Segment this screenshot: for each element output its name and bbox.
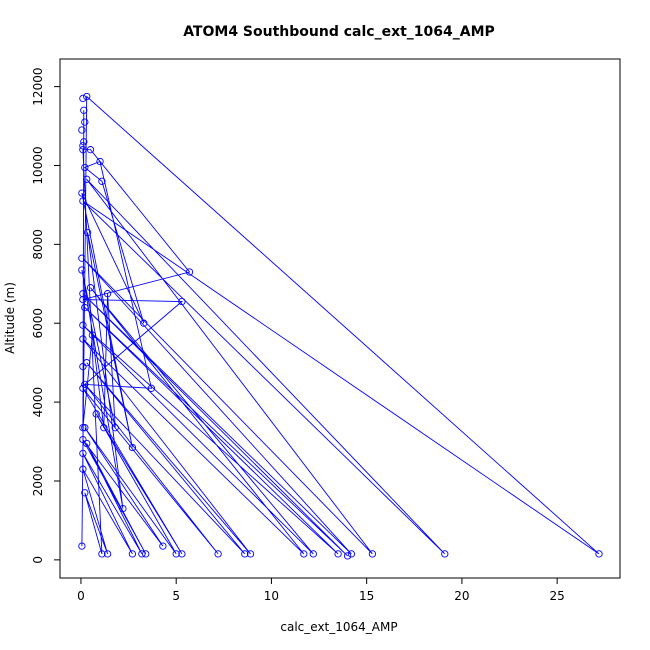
data-point — [88, 331, 97, 339]
x-tick-label: 25 — [550, 589, 565, 603]
data-point — [111, 424, 119, 432]
data-point — [103, 550, 112, 558]
data-point — [86, 284, 95, 292]
data-point — [79, 142, 87, 150]
data-point — [79, 321, 87, 329]
y-tick-label: 12000 — [31, 68, 45, 106]
data-point — [300, 550, 308, 558]
data-point — [83, 228, 92, 237]
x-tick-label: 0 — [77, 589, 85, 603]
data-point — [79, 290, 87, 298]
data-point — [98, 177, 106, 185]
data-point — [138, 550, 146, 558]
data-point — [343, 552, 352, 560]
data-point — [178, 550, 186, 558]
data-point — [172, 550, 180, 558]
plot-area — [59, 58, 621, 579]
data-point — [78, 126, 86, 134]
data-point — [128, 443, 137, 452]
chart-title: ATOM4 Southbound calc_ext_1064_AMP — [183, 24, 495, 40]
data-point — [83, 175, 91, 183]
data-point — [368, 550, 377, 558]
data-point — [96, 157, 104, 166]
data-point — [79, 146, 87, 154]
data-point — [78, 266, 86, 274]
data-point — [81, 489, 89, 497]
data-point — [147, 384, 156, 392]
x-axis-label: calc_ext_1064_AMP — [280, 620, 397, 634]
data-point — [309, 550, 317, 558]
x-tick-label: 10 — [264, 589, 279, 603]
data-point — [79, 435, 87, 444]
data-point — [103, 290, 112, 298]
data-point — [347, 550, 356, 558]
data-point — [80, 138, 88, 146]
y-tick-label: 4000 — [31, 387, 45, 418]
data-point — [98, 550, 106, 558]
x-tick-label: 5 — [172, 589, 180, 603]
data-point — [81, 163, 89, 172]
data-point — [79, 424, 87, 432]
y-tick-label: 6000 — [31, 308, 45, 339]
y-tick-label: 2000 — [31, 466, 45, 497]
data-point — [241, 550, 249, 558]
data-point — [81, 303, 89, 312]
data-point — [246, 550, 255, 558]
data-point — [78, 542, 86, 550]
data-point — [92, 410, 100, 418]
x-tick-label: 15 — [359, 589, 374, 603]
data-point — [79, 335, 87, 343]
data-point — [79, 384, 87, 392]
data-point — [83, 439, 91, 448]
data-point — [185, 268, 194, 276]
data-point — [119, 504, 127, 513]
data-point — [178, 297, 186, 306]
y-axis-label: Altitude (m) — [3, 282, 17, 354]
data-point — [81, 118, 89, 126]
data-point — [142, 550, 150, 558]
data-layer — [78, 92, 603, 560]
data-point — [83, 92, 91, 101]
data-point — [81, 424, 89, 432]
data-point — [100, 424, 108, 432]
x-tick-label: 20 — [454, 589, 469, 603]
data-point — [83, 359, 91, 367]
data-point — [79, 465, 87, 473]
data-point — [78, 189, 86, 197]
series-line — [81, 95, 600, 557]
data-point — [140, 319, 148, 327]
data-point — [81, 380, 89, 389]
data-point — [128, 550, 137, 558]
data-point — [595, 550, 603, 558]
y-tick-label: 0 — [31, 556, 45, 564]
data-point — [86, 146, 95, 154]
x-axis: 0 5 10 15 20 25 — [77, 577, 565, 603]
data-point — [214, 550, 222, 558]
data-point — [334, 550, 342, 558]
data-point — [159, 542, 167, 550]
data-point — [80, 106, 88, 114]
y-axis: 0 2000 4000 6000 8000 10000 12000 — [31, 68, 61, 564]
y-tick-label: 10000 — [31, 146, 45, 184]
data-point — [79, 94, 87, 103]
data-point — [79, 197, 87, 205]
data-point — [79, 449, 87, 458]
y-tick-label: 8000 — [31, 229, 45, 260]
data-point — [79, 295, 87, 304]
data-point — [441, 550, 449, 558]
data-point — [79, 362, 87, 371]
data-point — [78, 254, 86, 262]
